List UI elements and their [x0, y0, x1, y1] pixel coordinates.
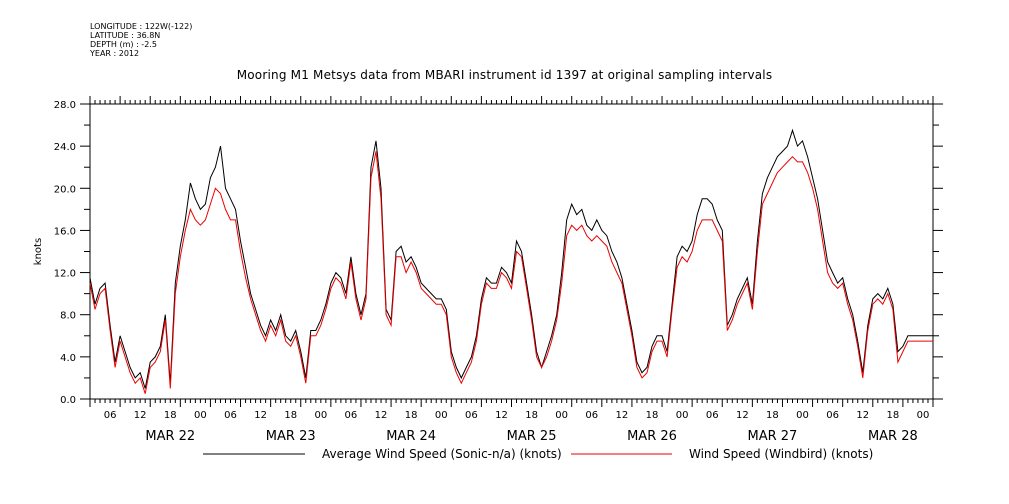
- x-hour-label: 12: [375, 410, 388, 421]
- x-hour-label: 12: [616, 410, 629, 421]
- y-tick-label: 20.0: [54, 184, 76, 195]
- x-hour-label: 18: [405, 410, 418, 421]
- x-hour-label: 18: [284, 410, 297, 421]
- axes: 0.0 4.0 8.0 12.0 16.0 20.0 24.0 28.0 knots 06 12 18…: [33, 96, 943, 444]
- legend-label-2: Wind Speed (Windbird) (knots): [689, 447, 873, 461]
- x-hour-label: 00: [314, 410, 327, 421]
- x-hour-label: 12: [856, 410, 869, 421]
- x-hour-label: 00: [676, 410, 689, 421]
- x-hour-label: 06: [706, 410, 719, 421]
- x-hour-label: 06: [826, 410, 839, 421]
- year-label: YEAR : 2012: [90, 49, 140, 58]
- x-hour-label: 18: [886, 410, 899, 421]
- x-hour-label: 06: [345, 410, 358, 421]
- x-hour-label: 12: [254, 410, 267, 421]
- x-hour-label: 18: [164, 410, 177, 421]
- y-tick-label: 28.0: [54, 100, 76, 111]
- x-hour-label: 06: [465, 410, 478, 421]
- x-hour-label: 18: [646, 410, 659, 421]
- x-day-label: MAR 24: [386, 429, 436, 444]
- x-day-label: MAR 28: [868, 429, 918, 444]
- depth-label: DEPTH (m) : -2.5: [90, 40, 157, 49]
- x-hour-label: 12: [736, 410, 749, 421]
- x-hour-label: 00: [917, 410, 930, 421]
- x-day-label: MAR 22: [145, 429, 195, 444]
- x-day-label: MAR 25: [507, 429, 557, 444]
- x-hour-label: 18: [525, 410, 538, 421]
- x-hour-label: 00: [796, 410, 809, 421]
- y-axis-label: knots: [33, 238, 44, 265]
- series-wind-speed-windbird: [89, 151, 933, 394]
- x-hour-label: 06: [224, 410, 237, 421]
- y-tick-label: 4.0: [60, 353, 76, 364]
- chart-title: Mooring M1 Metsys data from MBARI instru…: [236, 68, 773, 82]
- longitude-label: LONGITUDE : 122W(-122): [90, 22, 193, 31]
- x-hour-label: 00: [435, 410, 448, 421]
- plot-frame: [89, 103, 934, 400]
- legend: Average Wind Speed (Sonic-n/a) (knots) Wi…: [203, 447, 873, 461]
- x-hour-label: 06: [104, 410, 117, 421]
- x-hour-label: 00: [555, 410, 568, 421]
- latitude-label: LATITUDE : 36.8N: [90, 31, 161, 40]
- x-hour-label: 12: [495, 410, 508, 421]
- y-tick-label: 0.0: [60, 395, 76, 406]
- y-tick-label: 8.0: [60, 311, 76, 322]
- y-tick-label: 16.0: [54, 226, 76, 237]
- y-tick-label: 12.0: [54, 269, 76, 280]
- x-day-label: MAR 26: [627, 429, 677, 444]
- x-day-label: MAR 23: [266, 429, 316, 444]
- series-average-wind-speed: [89, 128, 933, 389]
- x-hour-label: 12: [134, 410, 147, 421]
- y-tick-label: 24.0: [54, 142, 76, 153]
- x-day-label: MAR 27: [748, 429, 798, 444]
- x-hour-label: 18: [766, 410, 779, 421]
- series-lines: [89, 128, 933, 394]
- x-hour-label: 06: [585, 410, 598, 421]
- x-hour-label: 00: [194, 410, 207, 421]
- legend-label-1: Average Wind Speed (Sonic-n/a) (knots): [322, 447, 562, 461]
